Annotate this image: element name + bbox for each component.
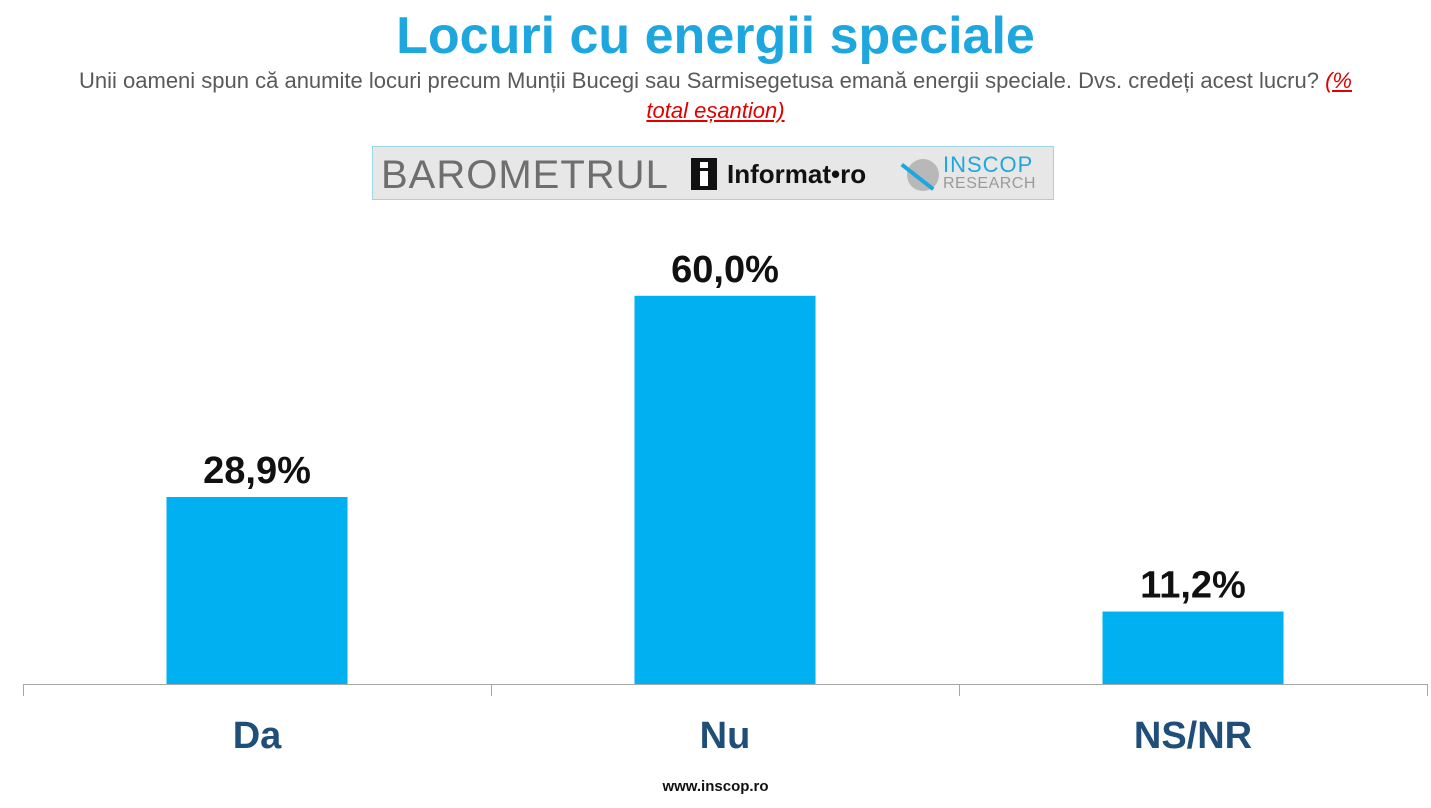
bar-1 [634, 295, 816, 684]
chart-title: Locuri cu energii speciale [396, 7, 1035, 65]
inscop-logo-subtext: RESEARCH [943, 175, 1036, 192]
chart-subtitle: Unii oameni spun că anumite locuri precu… [60, 66, 1371, 126]
inscop-logo-text: INSCOP [943, 152, 1034, 177]
category-label-2: NS/NR [1134, 715, 1252, 757]
barometrul-logo: BAROMETRUL [381, 153, 669, 197]
question-text: Unii oameni spun că anumite locuri precu… [79, 68, 1319, 93]
informat-i-icon [691, 158, 717, 190]
informat-logo: Informat•ro [691, 155, 866, 193]
bar-value-label-1: 60,0% [671, 249, 779, 291]
category-label-1: Nu [700, 715, 751, 757]
bar-0 [166, 497, 348, 684]
bar-value-label-2: 11,2% [1140, 565, 1246, 607]
informat-logo-text: Informat•ro [727, 158, 867, 189]
category-label-0: Da [233, 715, 282, 757]
sponsor-logo-bar: BAROMETRUL Informat•ro INSCOP RESEARCH [372, 146, 1054, 200]
inscop-logo: INSCOP RESEARCH [900, 152, 1049, 195]
bar-2 [1102, 611, 1284, 684]
bar-value-label-0: 28,9% [203, 450, 311, 492]
footer-url: www.inscop.ro [662, 778, 769, 795]
sample-note: (% total eșantion) [646, 68, 1352, 123]
